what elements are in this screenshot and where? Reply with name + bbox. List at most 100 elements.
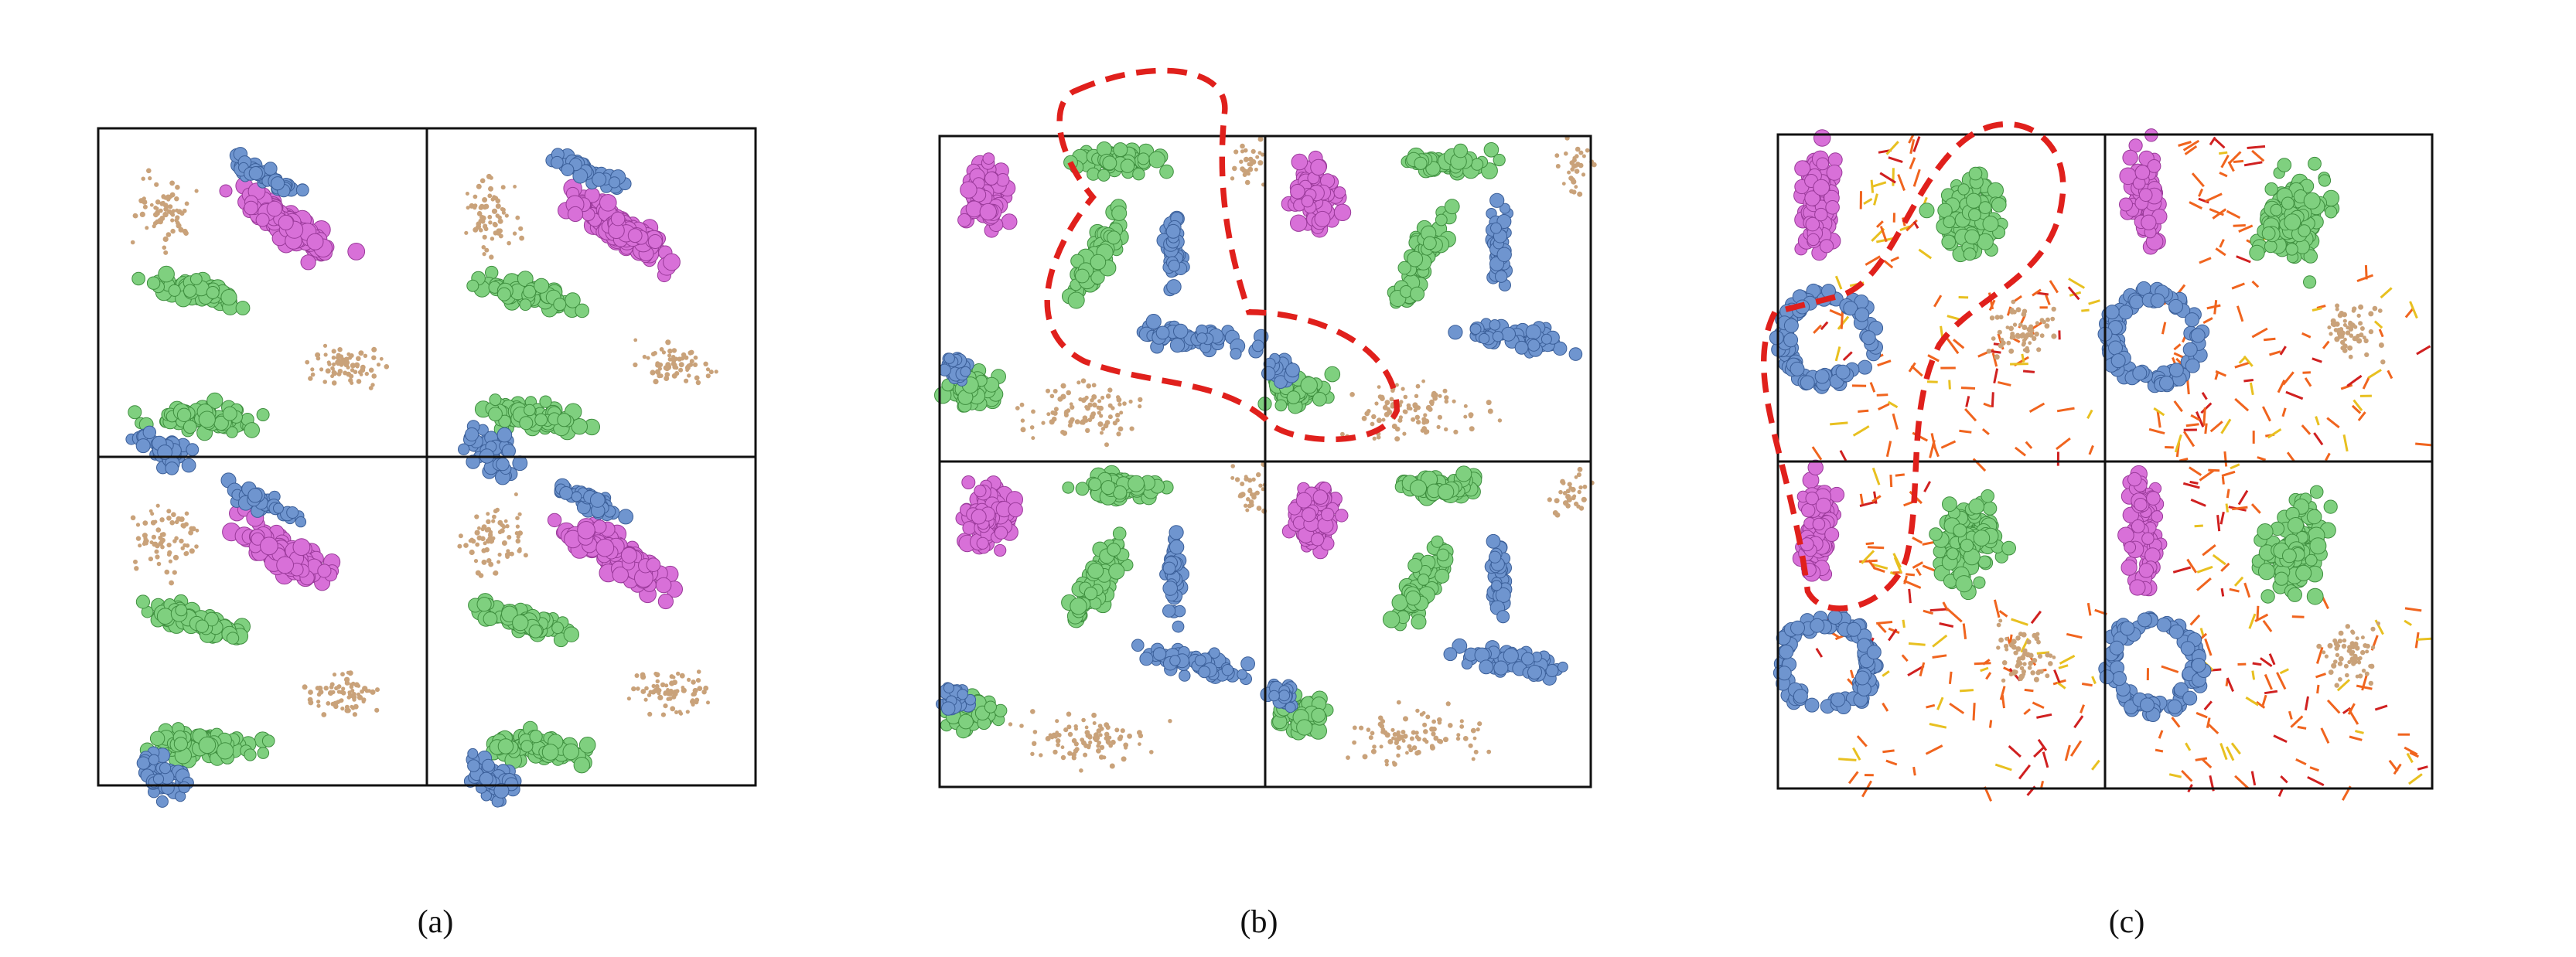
atom [1492,331,1504,342]
network-bond [1906,573,1916,577]
atom [1814,207,1828,222]
solvent-atom [1381,417,1386,422]
atom [183,284,197,298]
solvent-atom [2045,673,2050,679]
solvent-atom [337,347,343,352]
solvent-atom [509,551,514,557]
solvent-atom [1575,154,1579,158]
solvent-atom [1111,406,1115,410]
network-bond [1840,311,1844,329]
atom [1453,143,1468,158]
solvent-atom [1570,177,1575,182]
atom [1813,129,1831,147]
network-bond [2064,744,2071,761]
solvent-atom [657,688,662,693]
solvent-atom [1436,424,1441,430]
solvent-atom [310,367,315,372]
atom [1067,291,1085,309]
solvent-atom [1117,426,1124,432]
network-bond [1980,666,1989,673]
atom [534,278,550,294]
solvent-atom [2013,650,2018,656]
atom [1491,580,1503,591]
solvent-atom [1137,730,1142,736]
solvent-atom [2051,333,2057,339]
solvent-atom [497,228,503,233]
solvent-atom [1249,502,1254,508]
atom [165,461,179,475]
solvent-atom [2015,635,2021,641]
solvent-atom [1359,725,1364,731]
atom [941,701,956,716]
solvent-atom [2048,653,2053,658]
solvent-atom [154,182,159,187]
solvent-atom [1401,730,1406,734]
solvent-atom [1091,712,1097,718]
solvent-atom [315,686,320,691]
solvent-atom [687,677,691,683]
solvent-atom [1240,149,1245,154]
network-bond [1993,368,1999,384]
solvent-atom [1115,412,1121,418]
network-bond [2056,681,2066,690]
solvent-atom [1456,733,1461,737]
solvent-atom [1103,423,1109,429]
solvent-atom [1060,383,1066,389]
solvent-atom [1431,390,1437,397]
atom [271,176,285,191]
network-bond [1892,413,1899,430]
solvent-atom [189,530,193,536]
solvent-atom [1438,393,1442,398]
atom [1321,507,1335,522]
atom [557,413,571,427]
atom [1274,399,1288,412]
solvent-atom [376,363,381,367]
solvent-atom [669,680,675,686]
network-bond [1933,295,1943,308]
solvent-atom [361,700,366,704]
solvent-atom [1571,189,1577,195]
solvent-atom [1581,172,1586,177]
atom [1405,590,1421,606]
solvent-atom [1138,404,1142,409]
solvent-atom [488,186,493,192]
solvent-atom [1409,736,1414,741]
atom [1169,655,1181,666]
solvent-atom [517,548,522,553]
atom [226,426,238,438]
solvent-atom [1425,404,1431,411]
atom [479,771,493,786]
atom [1987,182,2004,199]
atom [204,611,219,627]
solvent-atom [159,517,165,523]
solvent-atom [1470,727,1476,734]
solvent-atom [491,519,496,523]
atom [276,556,295,574]
solvent-atom [1087,734,1093,740]
solvent-atom [497,530,503,535]
solvent-atom [1390,727,1395,732]
solvent-atom [666,696,670,701]
atom [458,443,470,455]
solvent-atom [1401,387,1405,391]
solvent-atom [169,519,175,526]
solvent-atom [672,363,677,367]
atom [1070,598,1087,615]
solvent-atom [1230,475,1235,480]
atom [256,408,270,421]
solvent-atom [1053,407,1059,412]
network-bond [1887,400,1899,409]
atom [155,795,169,808]
solvent-atom [1255,155,1260,159]
solvent-atom [175,208,179,213]
atom [1982,216,1999,232]
atom [1953,523,1967,538]
atom [489,393,502,407]
atom [1966,192,1982,209]
solvent-atom [368,386,374,390]
solvent-atom [367,689,371,693]
network-bond [2033,746,2045,758]
solvent-atom [1056,742,1060,748]
solvent-atom [165,194,171,199]
solvent-atom [665,339,671,346]
